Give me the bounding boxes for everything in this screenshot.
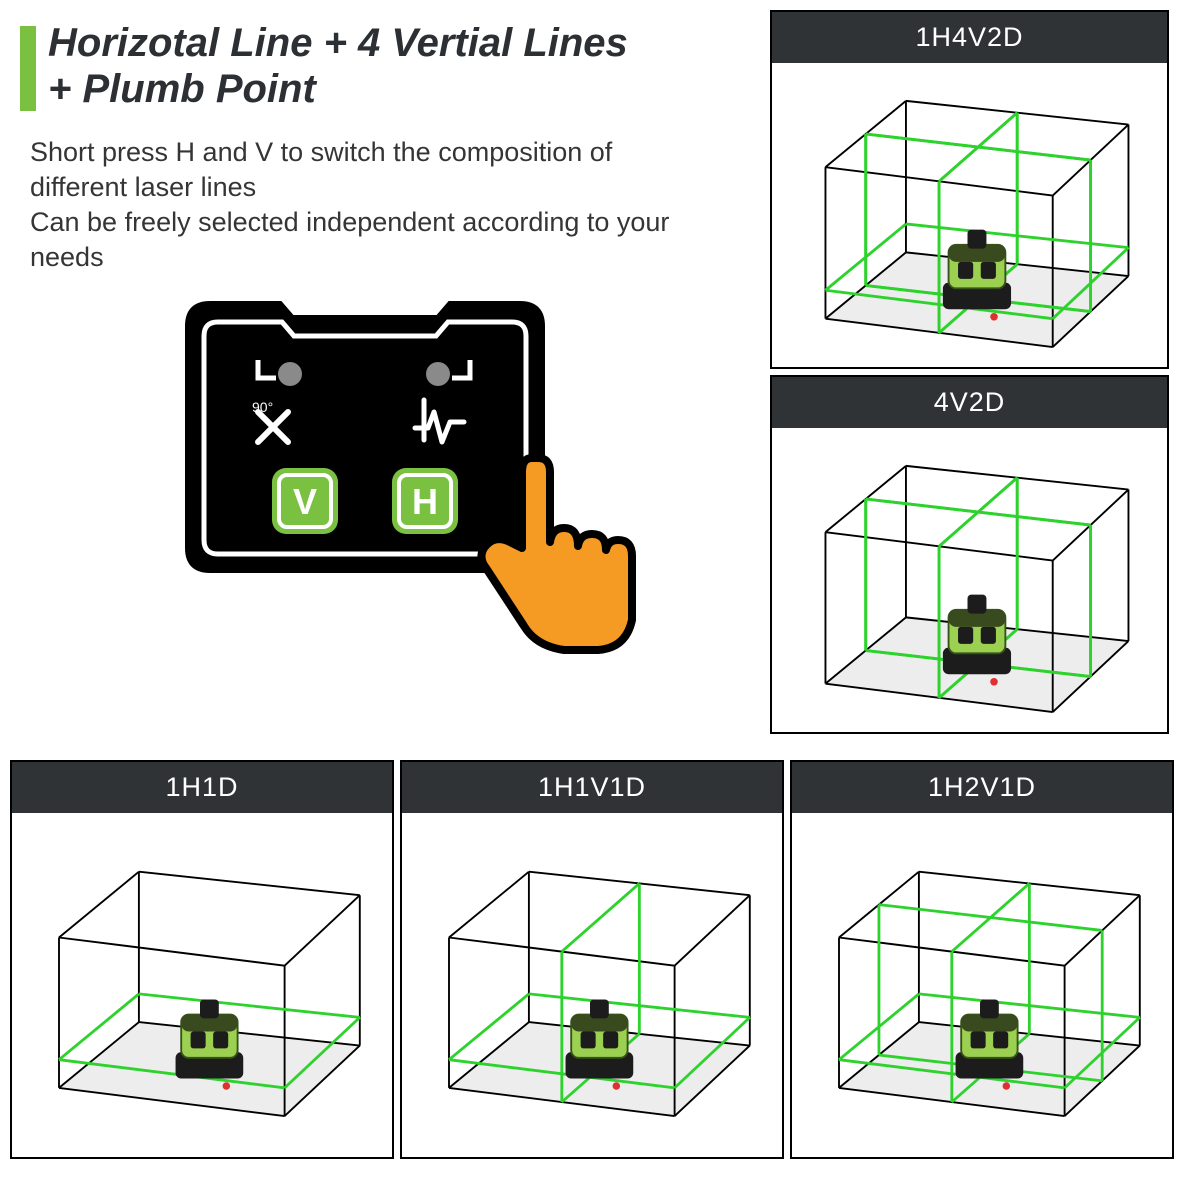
accent-bar [20,26,36,111]
mode-diagram [772,63,1167,370]
mode-cell-m1: 1H4V2D [770,10,1169,369]
svg-text:V: V [293,481,317,522]
mode-diagram [12,813,392,1160]
title-block: Horizotal Line + 4 Vertial Lines + Plumb… [20,20,740,112]
mode-cell-m2: 4V2D [770,375,1169,734]
mode-diagram [402,813,782,1160]
mode-cell-m4: 1H1V1D [400,760,784,1159]
mode-cell-m5: 1H2V1D [790,760,1174,1159]
mode-diagram [772,428,1167,735]
pointing-hand-icon [440,450,650,690]
title-line-1: Horizotal Line + 4 Vertial Lines [48,21,628,65]
title-text: Horizotal Line + 4 Vertial Lines + Plumb… [48,20,628,112]
mode-header: 4V2D [772,377,1167,428]
svg-text:H: H [412,481,438,522]
mode-cell-m3: 1H1D [10,760,394,1159]
description: Short press H and V to switch the compos… [30,135,670,275]
mode-header: 1H4V2D [772,12,1167,63]
mode-diagram [792,813,1172,1160]
title-line-2: + Plumb Point [48,67,316,111]
mode-header: 1H2V1D [792,762,1172,813]
control-panel: 90° V H [180,300,550,580]
mode-header: 1H1D [12,762,392,813]
mode-header: 1H1V1D [402,762,782,813]
